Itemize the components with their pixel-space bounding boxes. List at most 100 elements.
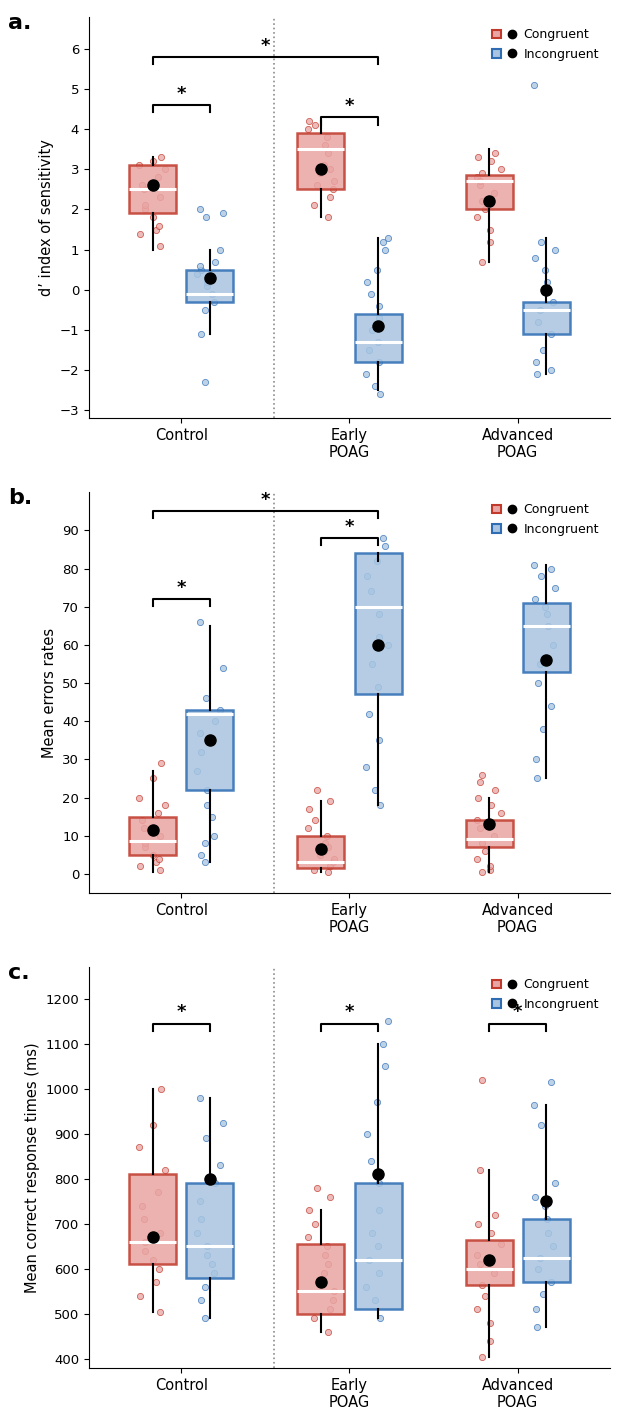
Point — [152, 852, 162, 874]
Point — [374, 1199, 384, 1222]
Point — [364, 702, 374, 725]
Bar — [523, 1219, 570, 1283]
Point — [200, 1307, 210, 1330]
Point — [374, 602, 384, 625]
Point — [200, 370, 210, 393]
Y-axis label: d’ index of sensitivity: d’ index of sensitivity — [39, 140, 54, 296]
Point — [155, 214, 165, 236]
Point — [200, 686, 210, 709]
Text: *: * — [177, 1004, 186, 1021]
Point — [529, 1094, 539, 1116]
Point — [533, 310, 543, 333]
Point — [490, 1203, 500, 1226]
Point — [477, 832, 487, 854]
Y-axis label: Mean errors rates: Mean errors rates — [42, 628, 57, 758]
Point — [195, 255, 205, 278]
Point — [218, 656, 228, 679]
Point — [202, 779, 212, 802]
Text: *: * — [177, 580, 186, 597]
Point — [192, 262, 202, 285]
Point — [543, 614, 553, 637]
Point — [536, 1114, 546, 1136]
Point — [215, 698, 225, 721]
Point — [372, 258, 382, 281]
Text: *: * — [261, 491, 270, 510]
Point — [156, 147, 166, 169]
Point — [303, 1226, 313, 1249]
Point — [364, 1249, 374, 1272]
Point — [309, 859, 319, 881]
Point — [535, 298, 545, 320]
Point — [207, 805, 217, 827]
Point — [529, 554, 539, 577]
Point — [218, 202, 228, 225]
Point — [477, 1068, 487, 1091]
Legend: Congruent, Incongruent: Congruent, Incongruent — [487, 974, 604, 1015]
Point — [532, 1299, 542, 1321]
Point — [323, 142, 333, 165]
Text: *: * — [513, 1004, 522, 1021]
Point — [550, 577, 560, 600]
Point — [215, 1153, 225, 1176]
Point — [381, 534, 391, 557]
Point — [202, 1235, 212, 1257]
Point — [200, 832, 210, 854]
Point — [366, 282, 376, 305]
Legend: Congruent, Incongruent: Congruent, Incongruent — [487, 498, 604, 541]
Point — [202, 793, 212, 816]
Point — [148, 843, 158, 866]
Point — [540, 595, 550, 618]
Point — [362, 1122, 372, 1145]
Point — [473, 147, 483, 169]
Point — [139, 1208, 149, 1230]
Point — [328, 852, 338, 874]
Bar — [354, 554, 402, 695]
Bar — [466, 1240, 512, 1284]
Point — [323, 1253, 333, 1276]
Point — [200, 1126, 210, 1149]
Point — [548, 634, 558, 656]
Point — [480, 198, 490, 221]
Point — [319, 1262, 329, 1284]
Point — [304, 1199, 314, 1222]
Point — [314, 843, 324, 866]
Point — [303, 118, 313, 141]
Point — [319, 1245, 329, 1267]
Point — [195, 198, 205, 221]
Point — [314, 1272, 324, 1294]
Point — [140, 836, 150, 859]
Point — [192, 759, 202, 782]
Point — [324, 1299, 334, 1321]
Point — [324, 854, 334, 877]
Point — [155, 824, 165, 847]
Point — [364, 339, 374, 362]
Point — [548, 290, 558, 313]
Point — [326, 158, 336, 181]
Point — [362, 565, 372, 588]
Point — [485, 1312, 495, 1334]
Point — [378, 231, 388, 253]
Point — [210, 824, 220, 847]
Point — [361, 756, 371, 779]
Point — [153, 802, 163, 824]
Point — [546, 322, 556, 345]
Point — [135, 222, 145, 245]
Point — [540, 258, 550, 281]
Point — [374, 383, 384, 406]
Point — [311, 809, 321, 832]
Point — [196, 1208, 206, 1230]
Point — [329, 1280, 339, 1303]
Point — [535, 1246, 545, 1269]
Point — [326, 790, 336, 813]
Point — [139, 178, 149, 201]
Point — [207, 1253, 217, 1276]
Point — [155, 1300, 165, 1323]
Point — [542, 271, 552, 293]
Point — [489, 182, 499, 205]
Point — [480, 840, 490, 863]
Point — [156, 1078, 166, 1101]
Point — [361, 362, 371, 384]
Text: *: * — [344, 518, 354, 535]
Point — [475, 816, 485, 839]
Point — [370, 375, 380, 397]
